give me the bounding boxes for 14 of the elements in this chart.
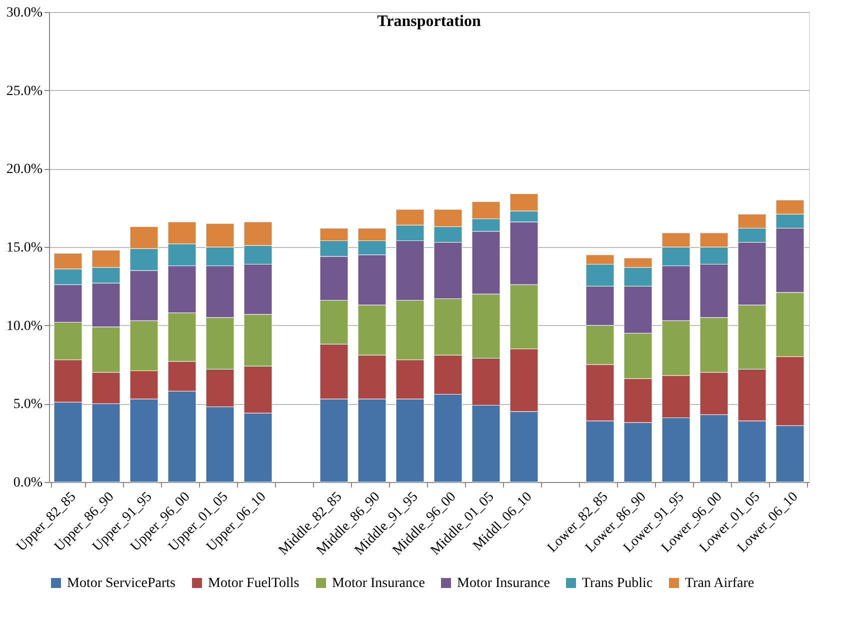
chart-title: Transportation bbox=[377, 13, 481, 30]
y-tick-label: 20.0% bbox=[6, 162, 43, 178]
y-tick-label: 5.0% bbox=[13, 397, 43, 412]
legend-label: Trans Public bbox=[582, 576, 653, 591]
y-tick-label: 30.0% bbox=[6, 6, 43, 20]
y-tick-label: 0.0% bbox=[13, 476, 43, 490]
legend-label: Motor Insurance bbox=[457, 576, 550, 591]
y-tick-label: 25.0% bbox=[6, 84, 43, 99]
legend-label: Motor ServiceParts bbox=[67, 576, 176, 591]
legend-label: Motor FuelTolls bbox=[208, 576, 300, 591]
legend-label: Motor Insurance bbox=[332, 576, 425, 591]
legend-label: Tran Airfare bbox=[685, 576, 754, 591]
y-tick-label: 10.0% bbox=[6, 318, 43, 334]
y-tick-label: 15.0% bbox=[6, 240, 43, 256]
